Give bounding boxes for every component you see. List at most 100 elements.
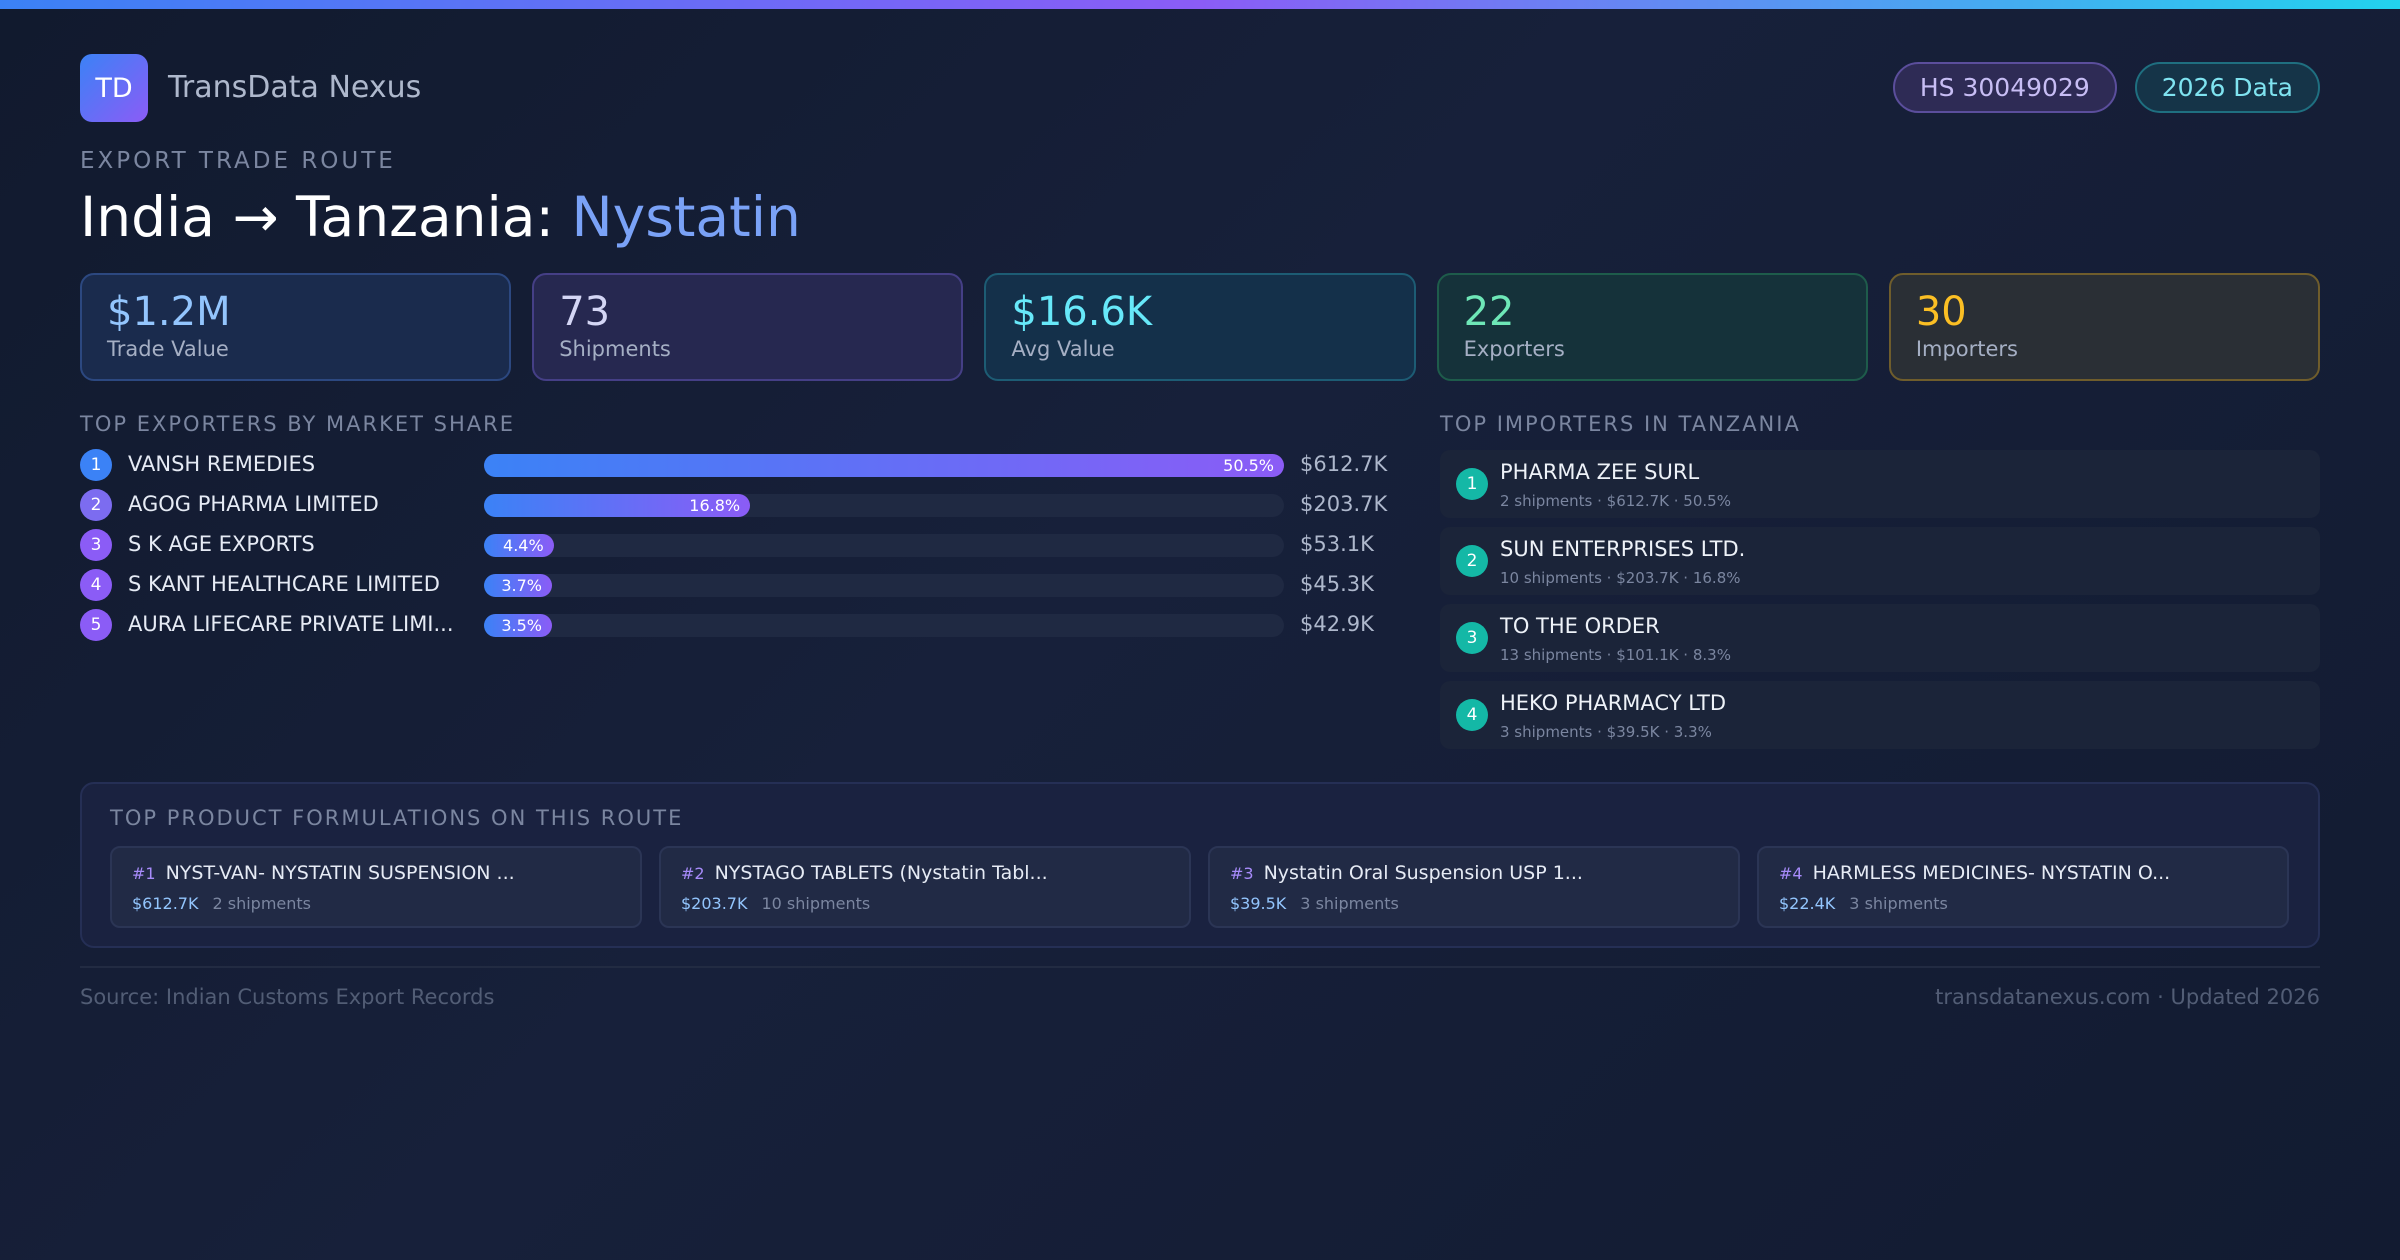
formulation-stats: $612.7K 2 shipments <box>132 894 311 913</box>
badge[interactable]: HS 30049029 <box>1892 62 2117 113</box>
section-title: TOP IMPORTERS IN TANZANIA <box>1440 412 1801 436</box>
exporter-value: $42.9K <box>1300 612 1374 636</box>
share-label: 4.4% <box>503 536 544 555</box>
badges: HS 30049029 2026 Data <box>1892 62 2320 113</box>
exporter-row: 2 AGOG PHARMA LIMITED 16.8% $203.7K <box>80 489 1400 521</box>
footer-source: Source: Indian Customs Export Records <box>80 985 495 1009</box>
formulation-rank: #4 <box>1779 864 1803 883</box>
importer-card: 1 PHARMA ZEE SURL 2 shipments · $612.7K · … <box>1440 450 2320 518</box>
importer-name: SUN ENTERPRISES LTD. <box>1500 537 1746 561</box>
section-title: TOP EXPORTERS BY MARKET SHARE <box>80 412 516 436</box>
exporter-row: 4 S KANT HEALTHCARE LIMITED 3.7% $45.3K <box>80 569 1400 601</box>
formulation-rank: #2 <box>681 864 705 883</box>
formulation-shipments: 10 shipments <box>761 894 871 913</box>
stat-value: 22 <box>1463 289 1515 335</box>
rank-badge: 3 <box>80 529 112 561</box>
stat-label: Shipments <box>559 337 671 361</box>
formulation-value: $22.4K <box>1779 894 1836 913</box>
formulation-value: $39.5K <box>1230 894 1287 913</box>
rank-badge: 5 <box>80 609 112 641</box>
divider <box>80 966 2320 968</box>
exporter-name: AGOG PHARMA LIMITED <box>128 492 379 516</box>
exporter-value: $45.3K <box>1300 572 1374 596</box>
formulation-card: #4 HARMLESS MEDICINES- NYSTATIN O... $22.4… <box>1757 846 2289 928</box>
stat-value: 30 <box>1915 289 1967 335</box>
rank-badge: 1 <box>1456 468 1488 500</box>
stat-value: $16.6K <box>1011 289 1153 335</box>
formulation-head: #1 NYST-VAN- NYSTATIN SUSPENSION ... <box>132 862 515 884</box>
importer-name: PHARMA ZEE SURL <box>1500 460 1700 484</box>
formulation-stats: $22.4K 3 shipments <box>1779 894 1948 913</box>
bar-track: 50.5% <box>484 454 1284 477</box>
formulation-card: #2 NYSTAGO TABLETS (Nystatin Tabl... $203.… <box>659 846 1191 928</box>
exporter-name: S K AGE EXPORTS <box>128 532 315 556</box>
footer-site: transdatanexus.com · Updated 2026 <box>1935 985 2320 1009</box>
rank-badge: 4 <box>1456 699 1488 731</box>
exporter-name: VANSH REMEDIES <box>128 452 316 476</box>
stat-card: 22 Exporters <box>1436 273 1868 381</box>
stat-value: 73 <box>559 289 611 335</box>
formulation-shipments: 2 shipments <box>212 894 312 913</box>
importer-card: 4 HEKO PHARMACY LTD 3 shipments · $39.5K ·… <box>1440 681 2320 749</box>
formulation-stats: $203.7K 10 shipments <box>681 894 870 913</box>
share-bar: 3.7% <box>484 574 552 597</box>
formulation-value: $203.7K <box>681 894 748 913</box>
share-bar: 16.8% <box>484 494 751 517</box>
formulation-value: $612.7K <box>132 894 199 913</box>
formulation-shipments: 3 shipments <box>1300 894 1399 913</box>
rank-badge: 2 <box>1456 545 1488 577</box>
share-label: 50.5% <box>1223 456 1274 475</box>
formulation-head: #4 HARMLESS MEDICINES- NYSTATIN O... <box>1779 862 2170 884</box>
badge[interactable]: 2026 Data <box>2134 62 2320 113</box>
exporter-value: $53.1K <box>1300 532 1374 556</box>
rank-badge: 1 <box>80 449 112 481</box>
rank-badge: 2 <box>80 489 112 521</box>
bar-track: 16.8% <box>484 494 1284 517</box>
accent-bar <box>0 0 2400 9</box>
exporter-value: $612.7K <box>1300 452 1388 476</box>
rank-badge: 4 <box>80 569 112 601</box>
route-title: India → Tanzania: Nystatin <box>80 185 801 249</box>
stat-label: Trade Value <box>107 337 229 361</box>
stat-card: $16.6K Avg Value <box>984 273 1416 381</box>
stat-label: Avg Value <box>1011 337 1115 361</box>
formulation-head: #3 Nystatin Oral Suspension USP 1... <box>1230 862 1583 884</box>
importer-name: HEKO PHARMACY LTD <box>1500 691 1727 715</box>
share-label: 3.5% <box>501 616 542 635</box>
logo: TD <box>80 54 148 122</box>
formulation-card: #1 NYST-VAN- NYSTATIN SUSPENSION ... $612.… <box>110 846 642 928</box>
formulations-panel: TOP PRODUCT FORMULATIONS ON THIS ROUTE #… <box>80 782 2320 948</box>
exporter-row: 3 S K AGE EXPORTS 4.4% $53.1K <box>80 529 1400 561</box>
formulation-name: NYSTAGO TABLETS (Nystatin Tabl... <box>714 862 1048 884</box>
rank-badge: 3 <box>1456 622 1488 654</box>
eyebrow: EXPORT TRADE ROUTE <box>80 148 396 174</box>
share-bar: 50.5% <box>484 454 1284 477</box>
product: Nystatin <box>571 185 801 249</box>
formulation-name: NYST-VAN- NYSTATIN SUSPENSION ... <box>165 862 515 884</box>
bar-track: 4.4% <box>484 534 1284 557</box>
exporter-row: 1 VANSH REMEDIES 50.5% $612.7K <box>80 449 1400 481</box>
share-label: 16.8% <box>689 496 741 515</box>
bar-track: 3.7% <box>484 574 1284 597</box>
stat-card: 30 Importers <box>1888 273 2321 381</box>
brand: TransData Nexus <box>168 70 422 105</box>
formulation-shipments: 3 shipments <box>1849 894 1948 913</box>
importer-detail: 13 shipments · $101.1K · 8.3% <box>1500 646 1731 664</box>
formulation-rank: #3 <box>1230 864 1254 883</box>
exporter-row: 5 AURA LIFECARE PRIVATE LIMI... 3.5% $42.9K <box>80 609 1400 641</box>
formulation-head: #2 NYSTAGO TABLETS (Nystatin Tabl... <box>681 862 1048 884</box>
formulation-card: #3 Nystatin Oral Suspension USP 1... $39.5… <box>1208 846 1740 928</box>
stat-label: Importers <box>1915 337 2019 361</box>
stats: $1.2M Trade Value 73 Shipments $16.6K Avg Val… <box>80 273 2321 381</box>
formulation-name: HARMLESS MEDICINES- NYSTATIN O... <box>1812 862 2171 884</box>
importer-card: 3 TO THE ORDER 13 shipments · $101.1K · 8.… <box>1440 604 2320 672</box>
title-text: India → Tanzania: <box>80 185 555 249</box>
stat-card: 73 Shipments <box>532 273 964 381</box>
exporter-value: $203.7K <box>1300 492 1388 516</box>
importer-detail: 2 shipments · $612.7K · 50.5% <box>1500 492 1731 510</box>
stat-label: Exporters <box>1463 337 1565 361</box>
bar-track: 3.5% <box>484 614 1284 637</box>
share-label: 3.7% <box>501 576 542 595</box>
importer-name: TO THE ORDER <box>1500 614 1660 638</box>
